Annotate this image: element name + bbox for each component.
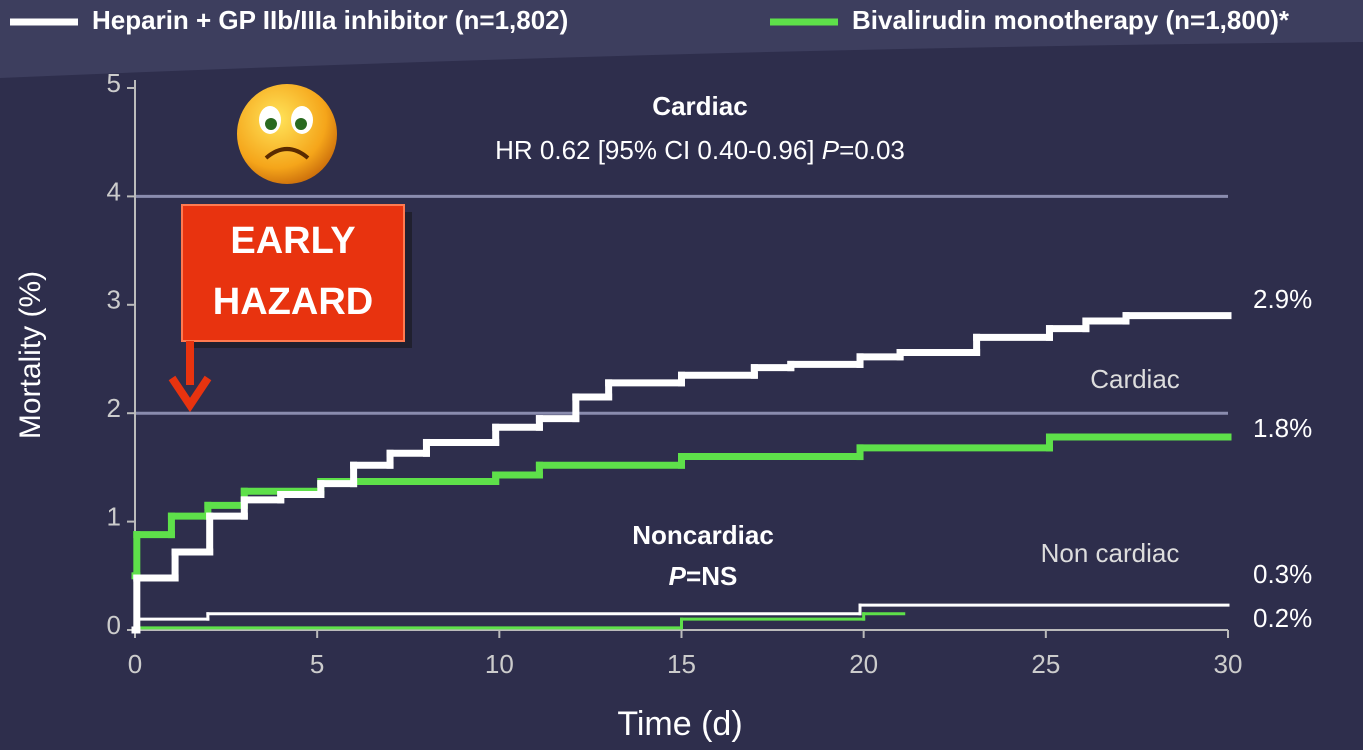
legend-label: Bivalirudin monotherapy (n=1,800)* [852,5,1290,35]
x-tick-label: 20 [849,649,878,679]
noncardiac-title: Noncardiac [632,520,774,550]
x-tick-label: 15 [667,649,696,679]
x-tick-label: 25 [1031,649,1060,679]
y-axis-title: Mortality (%) [14,271,47,439]
cardiac-stats: HR 0.62 [95% CI 0.40-0.96] P=0.03 [495,135,905,165]
y-tick-label: 5 [107,68,121,98]
x-tick-label: 10 [485,649,514,679]
end-label: 1.8% [1253,413,1312,443]
legend-label: Heparin + GP IIb/IIIa inhibitor (n=1,802… [92,5,568,35]
end-label: 0.3% [1253,559,1312,589]
y-tick-label: 2 [107,393,121,423]
line-label: Cardiac [1090,364,1180,394]
chart: EARLY HAZARD Cardiac HR 0.62 [95% CI 0.4… [0,0,1363,750]
callout-text: EARLY [230,220,355,262]
x-tick-label: 30 [1214,649,1243,679]
noncardiac-stats: P=NS [669,561,738,591]
stats-p: P [822,135,840,165]
end-label: 0.2% [1253,603,1312,633]
cardiac-title: Cardiac [652,91,747,121]
end-label: 2.9% [1253,284,1312,314]
y-tick-label: 0 [107,610,121,640]
x-tick-label: 5 [310,649,324,679]
x-axis-title: Time (d) [617,705,742,743]
callout-text: HAZARD [213,281,373,323]
y-tick-label: 1 [107,501,121,531]
stats-p: P [669,561,687,591]
stats-text: =NS [686,561,737,591]
line-label: Non cardiac [1041,538,1180,568]
y-tick-label: 3 [107,285,121,315]
stats-text: =0.03 [839,135,905,165]
stats-text: HR 0.62 [95% CI 0.40-0.96] [495,135,822,165]
x-tick-label: 0 [128,649,142,679]
y-tick-label: 4 [107,176,121,206]
sad-face [237,84,337,184]
